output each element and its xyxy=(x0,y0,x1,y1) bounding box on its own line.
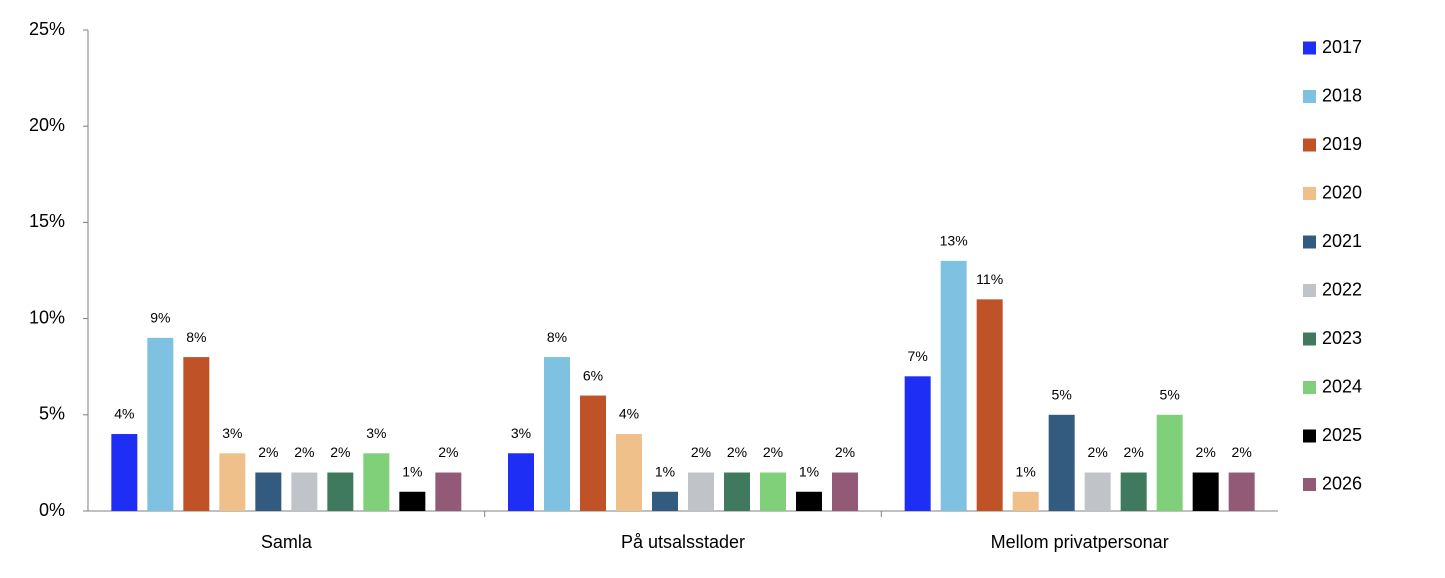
bar xyxy=(688,472,714,511)
legend-swatch xyxy=(1303,478,1316,491)
value-label: 2% xyxy=(691,444,711,460)
value-label: 1% xyxy=(402,463,422,479)
bar xyxy=(255,472,282,511)
bar xyxy=(111,434,138,511)
bar xyxy=(832,472,858,511)
x-tick-label: Samla xyxy=(261,532,313,552)
y-tick-label: 5% xyxy=(39,404,65,424)
bar xyxy=(652,491,678,511)
bar xyxy=(1012,491,1039,511)
value-label: 3% xyxy=(511,425,531,441)
legend-label: 2019 xyxy=(1322,134,1362,154)
legend-label: 2018 xyxy=(1322,85,1362,105)
value-label: 2% xyxy=(330,444,350,460)
value-label: 2% xyxy=(727,444,747,460)
bar xyxy=(291,472,318,511)
bar xyxy=(147,337,174,511)
value-label: 7% xyxy=(908,348,928,364)
bar xyxy=(724,472,750,511)
value-label: 4% xyxy=(114,406,134,422)
bar xyxy=(327,472,354,511)
legend-label: 2017 xyxy=(1322,37,1362,57)
value-label: 6% xyxy=(583,367,603,383)
value-label: 2% xyxy=(294,444,314,460)
value-label: 2% xyxy=(1232,444,1252,460)
legend-swatch xyxy=(1303,235,1316,249)
bar xyxy=(435,472,462,511)
bar xyxy=(760,472,786,511)
legend-swatch xyxy=(1303,138,1316,152)
value-label: 5% xyxy=(1052,387,1072,403)
bar xyxy=(940,260,967,511)
legend-label: 2026 xyxy=(1322,473,1362,493)
bar xyxy=(1156,414,1183,511)
legend-swatch xyxy=(1303,187,1316,200)
value-label: 11% xyxy=(976,271,1003,287)
value-label: 13% xyxy=(940,233,968,249)
legend-label: 2024 xyxy=(1322,376,1362,396)
value-label: 1% xyxy=(1016,463,1036,479)
bar xyxy=(508,453,534,511)
bar xyxy=(1048,414,1075,511)
legend-swatch xyxy=(1303,381,1316,394)
value-label: 2% xyxy=(835,444,855,460)
value-label: 2% xyxy=(1196,444,1216,460)
bar xyxy=(219,453,246,511)
value-label: 1% xyxy=(655,463,675,479)
bar xyxy=(1120,472,1147,511)
bar xyxy=(904,376,931,511)
legend-label: 2022 xyxy=(1322,279,1362,299)
bar xyxy=(1192,472,1219,511)
bar xyxy=(1084,472,1111,511)
value-label: 3% xyxy=(222,425,242,441)
legend-swatch xyxy=(1303,429,1316,443)
legend-swatch xyxy=(1303,41,1316,55)
value-label: 8% xyxy=(547,329,567,345)
value-label: 2% xyxy=(1088,444,1108,460)
value-label: 8% xyxy=(186,329,206,345)
value-label: 4% xyxy=(619,406,639,422)
legend-label: 2021 xyxy=(1322,231,1362,251)
bar xyxy=(399,491,426,511)
y-tick-label: 10% xyxy=(29,307,65,327)
legend-label: 2023 xyxy=(1322,328,1362,348)
value-label: 1% xyxy=(799,463,819,479)
x-tick-label: Mellom privatpersonar xyxy=(991,532,1169,552)
legend-swatch xyxy=(1303,90,1316,103)
x-tick-label: På utsalsstader xyxy=(621,532,745,552)
bar xyxy=(363,453,390,511)
y-tick-label: 25% xyxy=(29,19,65,39)
value-label: 2% xyxy=(1124,444,1144,460)
bar xyxy=(616,434,642,511)
bar xyxy=(1228,472,1255,511)
value-label: 5% xyxy=(1160,387,1180,403)
y-tick-label: 20% xyxy=(29,115,65,135)
legend-label: 2020 xyxy=(1322,182,1362,202)
y-tick-label: 0% xyxy=(39,500,65,520)
value-label: 2% xyxy=(438,444,458,460)
value-label: 9% xyxy=(150,310,170,326)
legend-swatch xyxy=(1303,332,1316,346)
bar xyxy=(580,395,606,511)
bar xyxy=(796,491,822,511)
bar xyxy=(544,357,570,511)
value-label: 2% xyxy=(763,444,783,460)
bar xyxy=(976,299,1003,511)
bar xyxy=(183,357,210,511)
legend-swatch xyxy=(1303,284,1316,297)
y-tick-label: 15% xyxy=(29,211,65,231)
value-label: 2% xyxy=(258,444,278,460)
legend-label: 2025 xyxy=(1322,425,1362,445)
value-label: 3% xyxy=(366,425,386,441)
